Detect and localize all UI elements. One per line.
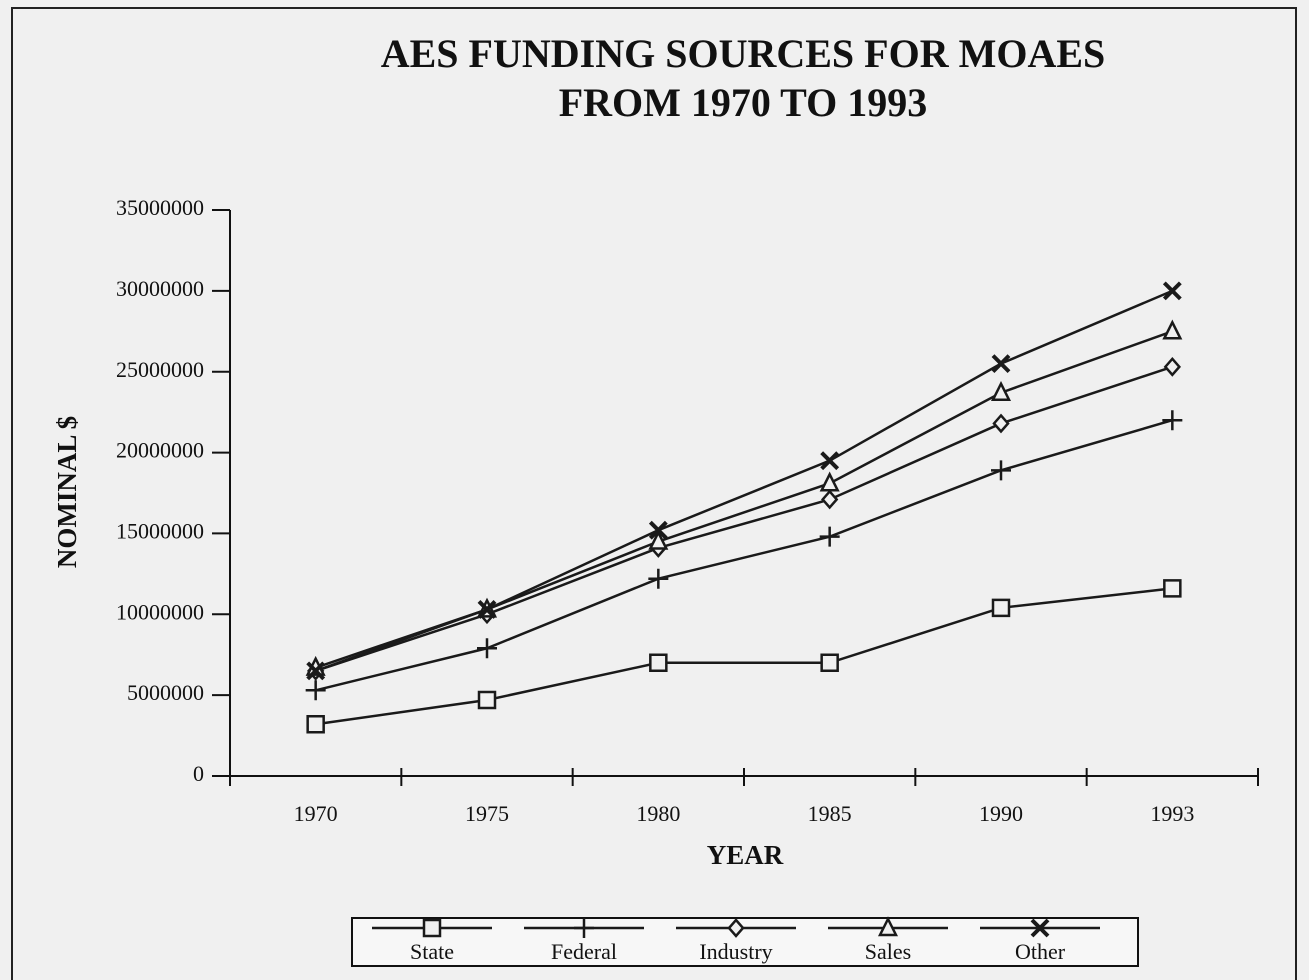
frame: [11, 7, 1297, 980]
y-tick-label: 10000000: [116, 599, 204, 624]
marker: [477, 690, 497, 710]
marker: [990, 380, 1012, 401]
legend-label: Industry: [699, 939, 772, 964]
marker: [477, 638, 497, 659]
marker: [1030, 918, 1050, 938]
marker: [649, 653, 668, 673]
x-tick-label: 1985: [808, 801, 852, 826]
marker: [306, 661, 326, 681]
marker: [820, 653, 839, 673]
marker: [821, 489, 839, 510]
x-tick-label: 1990: [979, 801, 1023, 826]
x-tick-label: 1993: [1150, 801, 1194, 826]
marker: [1162, 319, 1183, 340]
y-axis-label: NOMINAL $: [52, 416, 82, 568]
x-tick-label: 1975: [465, 801, 509, 826]
chart-title: AES FUNDING SOURCES FOR MOAES: [381, 31, 1106, 76]
marker: [648, 520, 668, 540]
marker: [306, 715, 325, 734]
y-tick-label: 20000000: [116, 438, 204, 463]
x-tick-label: 1970: [294, 801, 338, 826]
marker: [991, 598, 1011, 618]
marker: [648, 529, 669, 550]
marker: [477, 600, 497, 619]
x-tick-label: 1980: [636, 801, 680, 826]
legend-label: Federal: [551, 939, 617, 964]
marker: [991, 354, 1011, 374]
y-tick-label: 25000000: [116, 357, 204, 382]
legend-label: Sales: [865, 939, 911, 964]
series-line: [315, 365, 1173, 673]
marker: [648, 568, 669, 589]
y-tick-label: 15000000: [116, 518, 204, 543]
marker: [991, 460, 1011, 481]
legend: [351, 917, 1139, 967]
y-tick-label: 35000000: [116, 195, 204, 220]
marker: [992, 413, 1010, 434]
marker: [819, 471, 840, 492]
marker: [574, 918, 594, 938]
legend-label: Other: [1015, 939, 1066, 964]
legend-label: State: [410, 939, 454, 964]
marker: [422, 918, 442, 938]
y-tick-label: 30000000: [116, 276, 204, 301]
y-tick-label: 0: [193, 761, 204, 786]
x-axis-label: YEAR: [707, 840, 784, 870]
marker: [820, 451, 840, 471]
chart-title: FROM 1970 TO 1993: [559, 80, 928, 125]
marker: [1163, 579, 1182, 598]
series-line: [315, 587, 1173, 726]
series-line: [315, 419, 1173, 692]
marker: [819, 526, 840, 547]
marker: [305, 680, 326, 701]
marker: [1162, 281, 1182, 301]
series-line: [315, 289, 1173, 673]
marker: [877, 916, 899, 937]
marker: [1163, 356, 1181, 377]
marker: [1162, 410, 1183, 431]
y-tick-label: 5000000: [127, 680, 204, 705]
marker: [727, 918, 745, 938]
